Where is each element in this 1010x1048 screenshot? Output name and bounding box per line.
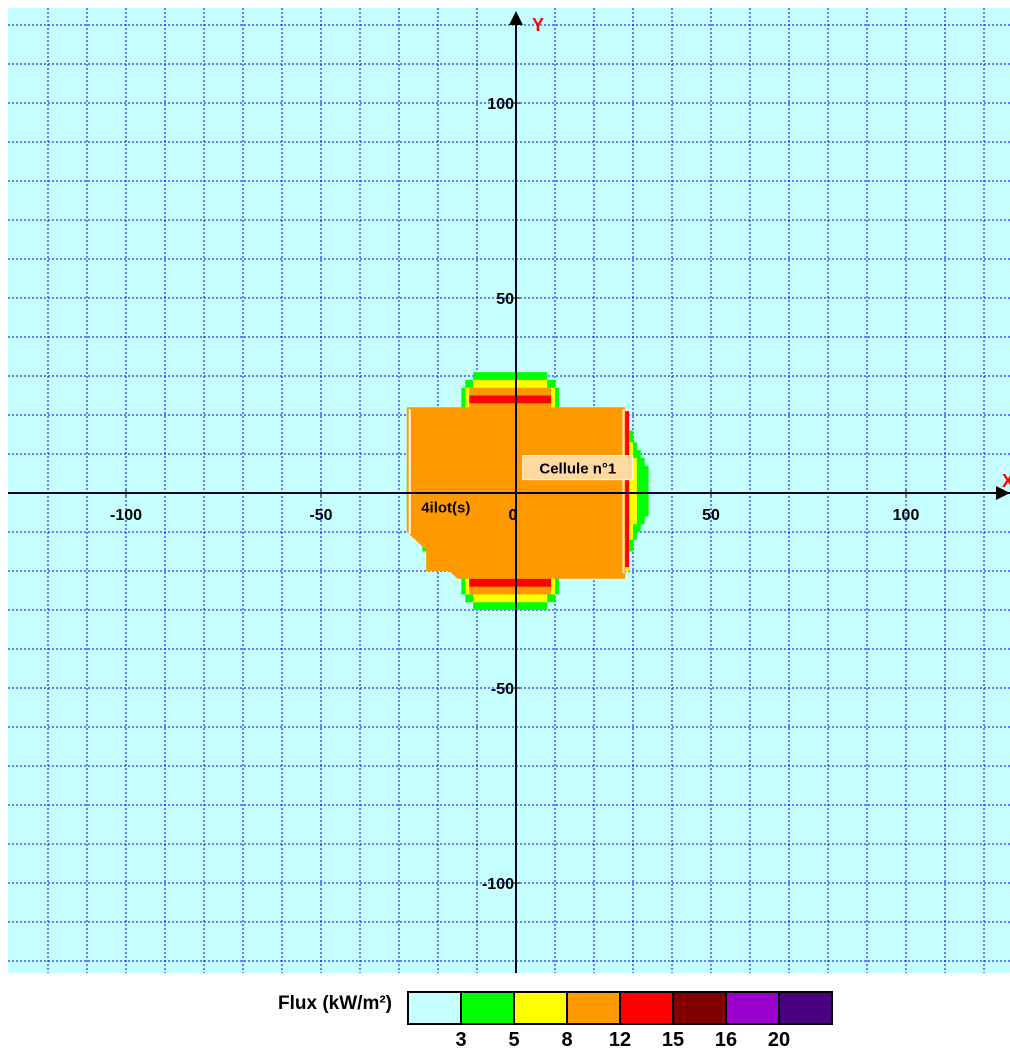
x-tick-label: 0 — [509, 507, 518, 524]
legend-threshold: 8 — [561, 1029, 572, 1048]
flux-zone — [469, 579, 551, 587]
legend-threshold: 15 — [662, 1029, 684, 1048]
y-tick-label: -100 — [482, 876, 514, 893]
legend-title: Flux (kW/m²) — [278, 993, 392, 1014]
x-tick-label: 100 — [893, 507, 920, 524]
x-tick-label: -100 — [110, 507, 142, 524]
legend-thresholds: 3 5 8 12 15 16 20 — [455, 1029, 790, 1048]
legend-swatch — [779, 992, 832, 1024]
y-tick-label: 100 — [487, 96, 514, 113]
legend-threshold: 5 — [508, 1029, 519, 1048]
cell-label: Cellule n°1 — [539, 461, 616, 478]
legend-swatch — [620, 992, 673, 1024]
wall-edge — [622, 409, 624, 573]
legend-swatch — [461, 992, 514, 1024]
legend-threshold: 16 — [715, 1029, 737, 1048]
y-tick-label: -50 — [491, 681, 514, 698]
wall-edge — [409, 409, 411, 534]
y-tick-label: 50 — [496, 291, 514, 308]
legend-threshold: 3 — [455, 1029, 466, 1048]
legend-threshold: 20 — [768, 1029, 790, 1048]
x-tick-label: -50 — [309, 507, 332, 524]
x-axis-letter: X — [1002, 471, 1010, 491]
y-axis-letter: Y — [532, 15, 544, 35]
legend-threshold: 12 — [609, 1029, 631, 1048]
x-tick-label: 50 — [702, 507, 720, 524]
legend-swatch — [673, 992, 726, 1024]
flux-zone — [469, 396, 551, 404]
flux-legend: Flux (kW/m²) 3 5 8 12 15 16 20 — [0, 980, 1010, 1048]
flux-map: Y X -100 -50 0 50 100 100 50 -50 -100 Cellule n°1… — [0, 0, 1010, 980]
ilot-label: 4ilot(s) — [421, 500, 470, 517]
legend-swatches — [408, 992, 832, 1024]
legend-swatch — [567, 992, 620, 1024]
legend-swatch — [726, 992, 779, 1024]
legend-swatch — [514, 992, 567, 1024]
legend-swatch — [408, 992, 461, 1024]
